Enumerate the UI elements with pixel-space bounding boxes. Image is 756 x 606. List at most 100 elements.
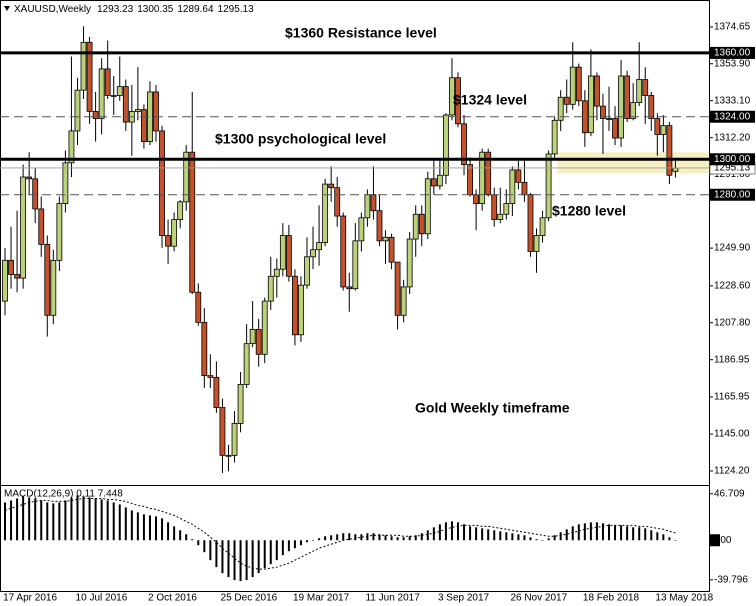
candle-body	[587, 75, 594, 134]
candle-body	[364, 194, 371, 219]
candle-body	[304, 256, 310, 286]
candle-body	[8, 259, 14, 275]
candle-body	[243, 343, 250, 385]
candle-body	[334, 187, 341, 217]
candle-body	[207, 375, 214, 378]
macd-bar	[517, 534, 520, 541]
macd-bar	[535, 539, 538, 541]
macd-bar	[372, 533, 375, 541]
macd-bar	[239, 540, 242, 582]
macd-bar	[589, 522, 592, 541]
candle-body	[346, 286, 353, 290]
y-tick-label: 1165.95	[714, 392, 750, 403]
macd-bar	[4, 502, 6, 541]
macd-bar	[40, 500, 43, 541]
candle-body	[340, 215, 347, 288]
zero-label-box	[710, 534, 720, 547]
x-tick-label: 13 May 2018	[655, 593, 713, 604]
candle-body	[134, 109, 141, 112]
candle-body	[455, 77, 461, 125]
candle-body	[267, 275, 274, 302]
frame	[0, 0, 710, 592]
candle-body	[654, 118, 661, 135]
candle-body	[449, 77, 455, 116]
macd-bar	[251, 540, 254, 578]
macd-bar	[469, 526, 472, 541]
candle-body	[110, 95, 117, 97]
macd-bar	[263, 540, 266, 569]
annotation: Gold Weekly timeframe	[415, 400, 570, 416]
level-label: 1300.00	[714, 154, 751, 165]
x-tick-label: 25 Dec 2016	[221, 593, 278, 604]
macd-bar	[342, 533, 345, 541]
candle-body	[388, 236, 395, 263]
macd-bar	[414, 535, 417, 541]
candle-body	[62, 162, 69, 205]
macd-bar	[662, 534, 665, 541]
macd-bar	[100, 499, 103, 541]
annotation: $1324 level	[453, 92, 527, 108]
macd-bar	[227, 540, 230, 578]
candle-body	[171, 219, 178, 247]
low-value: 1289.64	[177, 4, 214, 15]
macd-bar	[426, 530, 429, 541]
candle-body	[575, 66, 582, 102]
macd-bar	[438, 524, 441, 541]
macd-bar	[191, 539, 194, 541]
macd-bar	[124, 507, 127, 541]
macd-bar	[185, 534, 188, 541]
level-label-box	[710, 188, 755, 201]
level-label-box	[710, 110, 755, 123]
macd-bar	[595, 522, 598, 541]
macd-bar	[626, 526, 629, 541]
candle-body	[563, 96, 570, 105]
candle-body	[74, 89, 81, 132]
y-tick-label: 1249.90	[714, 243, 751, 254]
candle-body	[183, 151, 190, 203]
candle-body	[672, 167, 679, 172]
candle-body	[14, 274, 20, 279]
candle-body	[624, 75, 631, 119]
candle-body	[38, 208, 45, 245]
level-label: 1360.00	[714, 48, 751, 59]
macd-bar	[505, 532, 508, 541]
macd-bar	[354, 534, 357, 541]
macd-bar	[390, 536, 393, 541]
candle-body	[189, 151, 196, 293]
close-value: 1295.13	[218, 4, 255, 15]
y-tick-label: 46.709	[714, 488, 745, 499]
signal-line	[4, 497, 676, 570]
candle-body	[352, 240, 359, 290]
macd-bar	[148, 515, 151, 541]
candle-body	[479, 151, 486, 205]
candle-body	[515, 169, 522, 183]
candle-body	[630, 102, 637, 119]
macd-bar	[571, 526, 574, 541]
macd-bar	[306, 540, 308, 543]
macd-bar	[608, 524, 610, 541]
candle-body	[298, 284, 304, 336]
macd-bar	[293, 540, 296, 549]
macd-bar	[28, 497, 31, 541]
macd-bar	[209, 540, 212, 561]
candle-body	[430, 178, 437, 187]
macd-bar	[257, 540, 260, 574]
macd-bar	[547, 538, 550, 541]
macd-bar	[330, 535, 333, 541]
candle-body	[153, 91, 159, 132]
candle-body	[394, 261, 401, 316]
macd-bar	[614, 525, 617, 541]
candle-body	[533, 235, 540, 252]
macd-bar	[221, 540, 224, 574]
candle-body	[201, 321, 208, 376]
macd-bar	[46, 502, 49, 541]
candle-body	[594, 75, 600, 107]
menu-triangle	[4, 6, 10, 11]
macd-bar	[312, 540, 315, 541]
macd-bar	[420, 533, 423, 541]
candle-body	[436, 174, 443, 187]
x-tick-label: 3 Sep 2017	[438, 593, 490, 604]
y-tick-label: 1333.10	[714, 95, 751, 106]
candle-body	[80, 41, 87, 91]
candle-body	[376, 210, 383, 242]
